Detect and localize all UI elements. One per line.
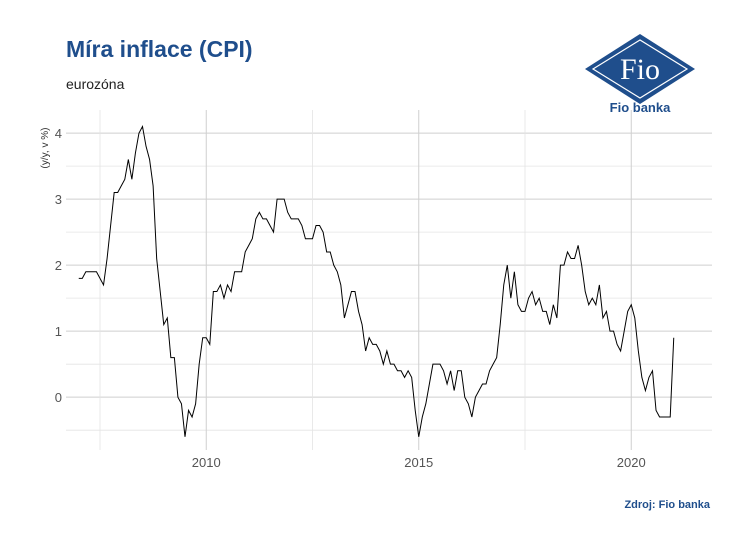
- y-tick-label: 3: [55, 192, 62, 207]
- x-tick-label: 2020: [617, 455, 646, 470]
- x-tick-label: 2010: [192, 455, 221, 470]
- axis-labels: 0 1 2 3 4 2010 2015 2020: [55, 126, 646, 470]
- fio-banka-logo: Fio Fio banka: [585, 34, 695, 115]
- x-tick-label: 2015: [404, 455, 433, 470]
- logo-text: Fio: [620, 53, 660, 86]
- y-axis-label: (y/y, v %): [40, 128, 51, 169]
- chart-title: Míra inflace (CPI): [66, 36, 253, 62]
- logo-inner-diamond-icon: [591, 39, 689, 99]
- source-note: Zdroj: Fio banka: [624, 499, 710, 511]
- y-tick-label: 4: [55, 126, 62, 141]
- chart-subtitle: eurozóna: [66, 76, 125, 92]
- logo-diamond-icon: [585, 34, 695, 104]
- y-tick-label: 1: [55, 324, 62, 339]
- chart-grid: [66, 110, 712, 450]
- y-tick-label: 2: [55, 258, 62, 273]
- series-line-cpi: [78, 124, 675, 437]
- logo-caption: Fio banka: [610, 100, 671, 115]
- y-tick-label: 0: [55, 390, 62, 405]
